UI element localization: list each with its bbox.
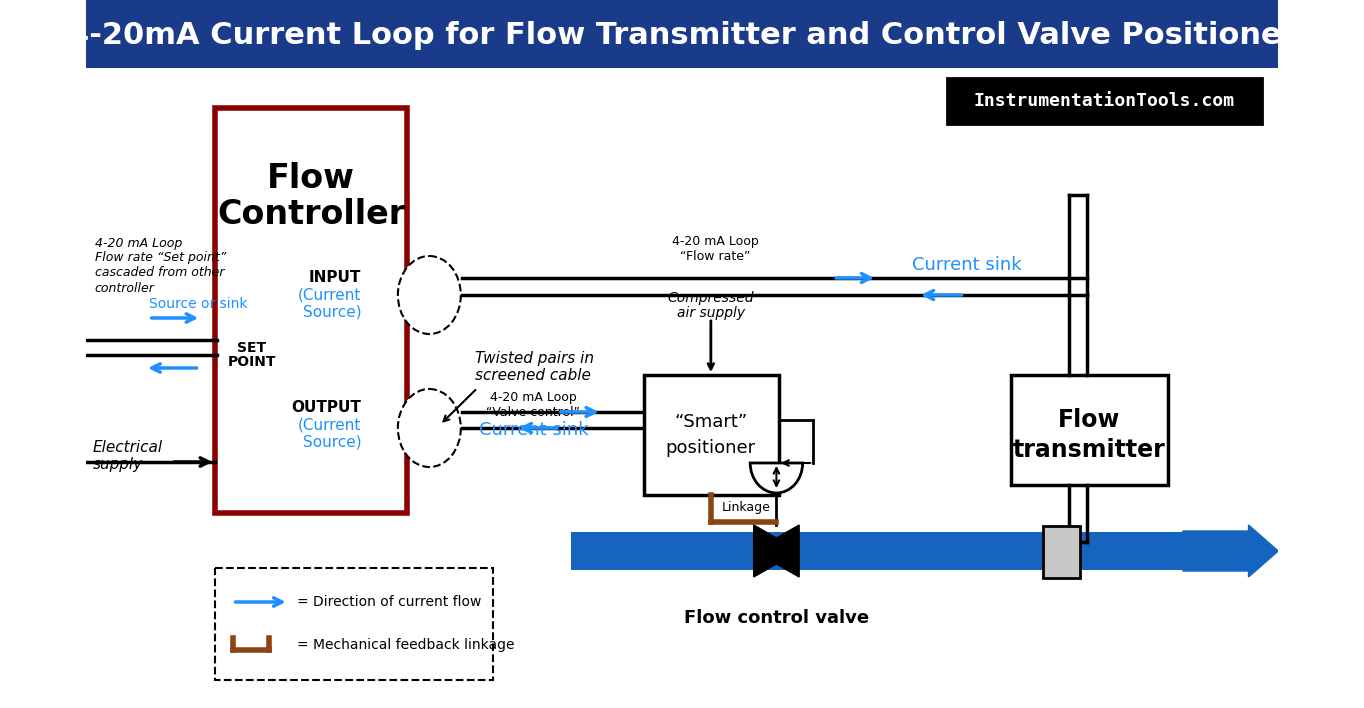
Bar bbox=[572, 532, 1192, 570]
Bar bbox=[216, 568, 494, 680]
Text: OUTPUT: OUTPUT bbox=[292, 401, 361, 416]
Text: Source): Source) bbox=[303, 304, 361, 319]
Bar bbox=[216, 108, 408, 513]
Ellipse shape bbox=[398, 256, 461, 334]
Text: Flow: Flow bbox=[1058, 408, 1121, 432]
Text: Current sink: Current sink bbox=[913, 256, 1022, 274]
Polygon shape bbox=[754, 525, 799, 577]
Text: Linkage: Linkage bbox=[722, 501, 771, 514]
Text: Flow rate “Set point”: Flow rate “Set point” bbox=[94, 251, 226, 265]
Bar bbox=[947, 78, 1262, 124]
Text: Flow control valve: Flow control valve bbox=[683, 609, 869, 627]
Bar bbox=[1043, 526, 1080, 578]
Ellipse shape bbox=[398, 389, 461, 467]
Text: 4-20 mA Loop: 4-20 mA Loop bbox=[490, 392, 577, 404]
Text: InstrumentationTools.com: InstrumentationTools.com bbox=[974, 92, 1234, 110]
Text: (Current: (Current bbox=[297, 418, 361, 433]
Text: Twisted pairs in: Twisted pairs in bbox=[475, 350, 593, 365]
Text: Source): Source) bbox=[303, 435, 361, 450]
Bar bbox=[1011, 375, 1168, 485]
Text: “Flow rate”: “Flow rate” bbox=[681, 251, 750, 263]
Text: screened cable: screened cable bbox=[475, 367, 591, 382]
Text: (Current: (Current bbox=[297, 287, 361, 302]
Text: = Mechanical feedback linkage: = Mechanical feedback linkage bbox=[297, 638, 514, 652]
Text: 4-20mA Current Loop for Flow Transmitter and Control Valve Positioner: 4-20mA Current Loop for Flow Transmitter… bbox=[68, 21, 1296, 50]
Text: INPUT: INPUT bbox=[308, 270, 361, 285]
Text: SET: SET bbox=[237, 341, 266, 355]
FancyArrow shape bbox=[1183, 525, 1278, 577]
Text: supply: supply bbox=[93, 457, 143, 472]
Text: “Valve control”: “Valve control” bbox=[487, 406, 580, 420]
Text: Compressed: Compressed bbox=[667, 291, 754, 305]
Text: Flow: Flow bbox=[267, 161, 355, 195]
Text: “Smart”: “Smart” bbox=[674, 413, 747, 431]
Text: Current sink: Current sink bbox=[479, 421, 588, 439]
Text: Controller: Controller bbox=[217, 198, 405, 232]
Text: Electrical: Electrical bbox=[93, 440, 162, 455]
Text: positioner: positioner bbox=[666, 439, 756, 457]
Text: air supply: air supply bbox=[677, 306, 745, 320]
Text: Source or sink: Source or sink bbox=[149, 297, 247, 311]
Text: = Direction of current flow: = Direction of current flow bbox=[297, 595, 481, 609]
Wedge shape bbox=[750, 463, 802, 493]
Bar bbox=[644, 375, 779, 495]
Text: 4-20 mA Loop: 4-20 mA Loop bbox=[94, 236, 181, 249]
Text: transmitter: transmitter bbox=[1013, 438, 1166, 462]
Polygon shape bbox=[754, 525, 799, 577]
Text: controller: controller bbox=[94, 282, 154, 295]
Text: cascaded from other: cascaded from other bbox=[94, 266, 224, 280]
Bar bbox=[86, 0, 1278, 68]
Text: POINT: POINT bbox=[228, 355, 276, 369]
Text: 4-20 mA Loop: 4-20 mA Loop bbox=[672, 236, 758, 249]
